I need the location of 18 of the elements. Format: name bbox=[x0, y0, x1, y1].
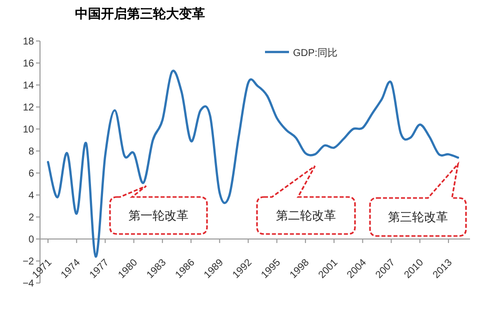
y-tick-label: 2 bbox=[28, 212, 34, 224]
y-tick-label: 14 bbox=[22, 80, 34, 92]
legend-label: GDP:同比 bbox=[293, 47, 338, 59]
annotation: 第二轮改革 bbox=[276, 208, 336, 222]
y-tick-label: 8 bbox=[28, 146, 34, 158]
y-tick-label: 4 bbox=[28, 190, 34, 202]
annotation: 第一轮改革 bbox=[128, 208, 188, 222]
legend: GDP:同比 bbox=[265, 48, 338, 59]
y-tick-label: 6 bbox=[28, 168, 34, 180]
y-tick-label: 16 bbox=[22, 58, 34, 70]
y-tick-label: −4 bbox=[22, 278, 34, 290]
y-tick-label: −2 bbox=[22, 256, 34, 268]
y-tick-label: 18 bbox=[22, 36, 34, 48]
y-tick-label: 12 bbox=[22, 102, 34, 114]
y-tick-label: 10 bbox=[22, 124, 34, 136]
y-tick-label: 0 bbox=[28, 234, 34, 246]
title: 中国开启第三轮大变革 bbox=[75, 7, 205, 22]
annotation: 第三轮改革 bbox=[388, 210, 448, 224]
